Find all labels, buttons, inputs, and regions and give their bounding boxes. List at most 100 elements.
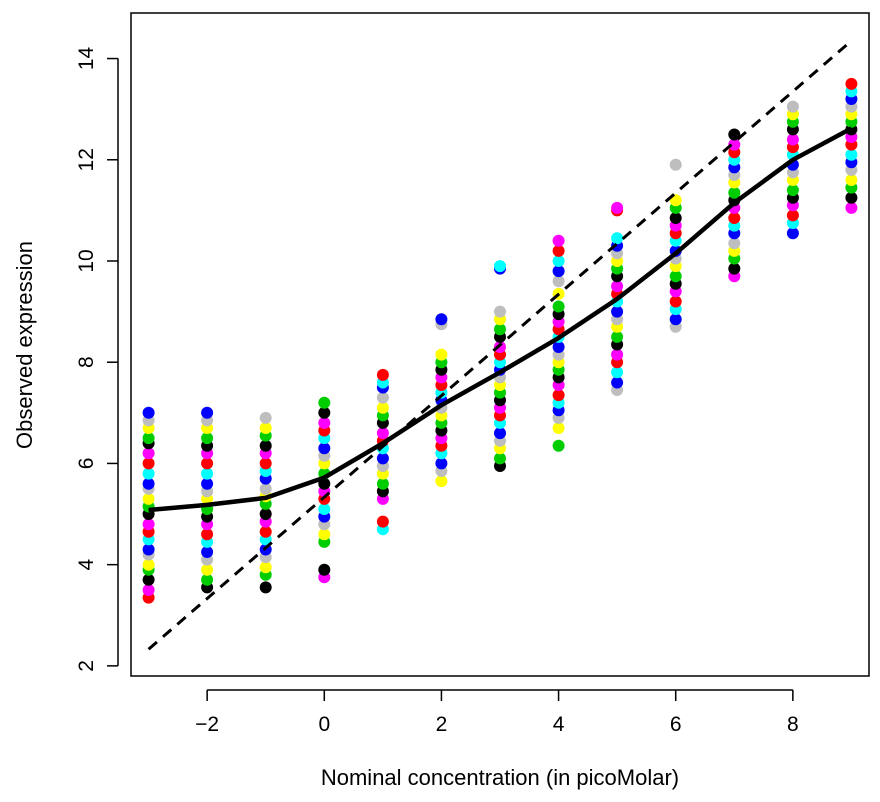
data-point	[142, 558, 155, 571]
data-point	[845, 191, 858, 204]
data-point	[611, 366, 624, 379]
plot-frame	[130, 12, 870, 677]
points-layer	[142, 77, 858, 604]
data-point	[728, 128, 741, 141]
data-point	[552, 244, 565, 257]
data-point	[786, 133, 799, 146]
data-point	[435, 475, 448, 488]
data-point	[142, 573, 155, 586]
x-tick-label: 4	[553, 713, 565, 736]
data-point	[435, 348, 448, 361]
data-point	[376, 427, 389, 440]
data-point	[611, 348, 624, 361]
data-point	[494, 427, 506, 440]
data-point	[318, 416, 331, 429]
y-tick-label: 6	[75, 458, 98, 470]
data-point	[376, 515, 389, 528]
data-point	[669, 270, 682, 283]
data-point	[201, 573, 214, 586]
data-point	[845, 174, 858, 186]
data-point	[318, 442, 331, 455]
data-point	[142, 447, 155, 460]
data-point	[728, 262, 741, 275]
data-point	[201, 432, 214, 445]
data-point	[376, 368, 389, 381]
data-point	[552, 389, 565, 402]
data-point	[845, 201, 858, 214]
data-point	[318, 563, 331, 576]
data-point	[142, 457, 155, 470]
data-point	[318, 528, 331, 541]
data-point	[494, 323, 506, 336]
data-point	[318, 406, 331, 419]
data-point	[494, 305, 506, 318]
data-point	[611, 232, 624, 245]
x-tick-label: 2	[436, 713, 448, 736]
data-point	[786, 227, 799, 240]
data-point	[259, 411, 272, 424]
data-point	[669, 313, 682, 326]
x-tick-label: 6	[670, 713, 682, 736]
y-tick-label: 14	[75, 47, 98, 71]
data-point	[259, 439, 272, 452]
data-point	[552, 341, 565, 353]
data-point	[494, 260, 506, 273]
data-point	[259, 482, 272, 495]
data-point	[318, 396, 331, 409]
data-point	[318, 503, 331, 515]
data-point	[494, 452, 506, 465]
data-point	[728, 212, 741, 224]
data-point	[728, 237, 741, 250]
x-tick-label: 8	[787, 713, 799, 736]
data-point	[201, 563, 214, 576]
x-tick-label: 0	[318, 713, 330, 736]
data-point	[552, 300, 565, 313]
data-point	[845, 148, 858, 161]
y-tick-label: 8	[75, 356, 98, 368]
data-point	[201, 546, 214, 558]
data-point	[259, 561, 272, 574]
data-point	[142, 543, 155, 556]
data-point	[201, 528, 214, 541]
data-point	[611, 305, 624, 318]
data-point	[552, 439, 565, 452]
fit-line	[148, 126, 853, 513]
data-point	[259, 457, 272, 470]
data-point	[259, 422, 272, 434]
data-point	[552, 422, 565, 434]
data-point	[611, 280, 624, 293]
data-point	[142, 492, 155, 505]
data-point	[786, 100, 799, 113]
data-point	[201, 457, 214, 470]
y-tick-label: 12	[75, 148, 98, 171]
data-point	[552, 275, 565, 288]
data-point	[435, 313, 448, 326]
data-point	[435, 457, 448, 470]
x-axis-label: Nominal concentration (in picoMolar)	[321, 765, 679, 790]
data-point	[611, 376, 624, 389]
data-point	[728, 138, 741, 151]
data-point	[552, 265, 565, 278]
data-point	[728, 186, 741, 199]
data-point	[845, 77, 858, 90]
data-point	[376, 401, 389, 414]
data-point	[376, 452, 389, 465]
x-tick-label: −2	[195, 713, 219, 736]
data-point	[201, 477, 214, 490]
y-axis: 2 4 6 8 10 12 14	[75, 47, 119, 672]
data-point	[494, 341, 506, 353]
data-point	[142, 467, 155, 480]
data-point	[669, 212, 682, 224]
data-point	[786, 209, 799, 222]
data-point	[201, 406, 214, 419]
y-tick-label: 4	[75, 559, 98, 571]
data-point	[669, 158, 682, 171]
data-point	[142, 518, 155, 531]
data-point	[552, 255, 565, 267]
data-point	[142, 477, 155, 490]
data-point	[142, 406, 155, 419]
data-point	[669, 295, 682, 308]
data-point	[142, 432, 155, 445]
data-point	[142, 584, 155, 596]
